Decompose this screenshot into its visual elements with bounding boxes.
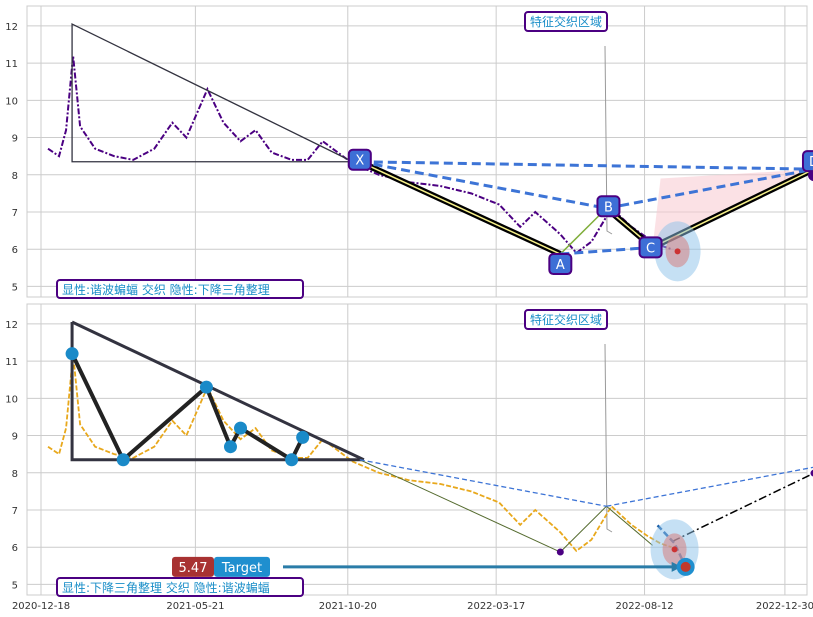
y-tick-label: 12 xyxy=(5,320,18,331)
y-tick-label: 9 xyxy=(12,134,18,145)
annotation-box xyxy=(524,11,608,32)
caption-box xyxy=(56,279,304,299)
panel-top: 5 6 7 8 9 10 11 12 显性:谐波蝙蝠 交织 隐性:下降三角整理 特征交织区域 xyxy=(5,5,808,299)
y-tick-label: 5 xyxy=(12,282,18,293)
annotation-text: 特征交织区域 xyxy=(530,14,602,29)
caption-text: 显性:下降三角整理 交织 隐性:谐波蝙蝠 xyxy=(62,580,270,595)
y-tick-label: 8 xyxy=(12,171,18,182)
price-line xyxy=(47,353,672,553)
annotation-leader xyxy=(604,343,613,533)
triangle-resistance xyxy=(71,320,365,462)
target-label-box xyxy=(214,556,270,577)
y-tick-label: 10 xyxy=(5,394,18,405)
x-tick-label: 2022-03-17 xyxy=(467,601,525,612)
price-line xyxy=(47,55,672,255)
triangle-support xyxy=(70,322,364,462)
target-label-text: Target xyxy=(221,561,262,576)
y-tick-label: 6 xyxy=(12,543,18,554)
pivot-dot xyxy=(234,421,248,435)
point-badge xyxy=(801,150,813,173)
point-badge xyxy=(638,236,663,259)
y-tick-label: 8 xyxy=(12,469,18,480)
pivot-dot xyxy=(65,347,79,361)
y-tick-label: 5 xyxy=(12,580,18,591)
point-d-dot xyxy=(810,469,813,477)
pivot-dot xyxy=(223,440,237,454)
annotation-box xyxy=(524,309,608,330)
point-badge xyxy=(548,253,573,276)
y-tick-label: 11 xyxy=(5,59,18,70)
y-tick-label: 7 xyxy=(12,506,18,517)
confluence-dot xyxy=(674,248,681,255)
pivot-dot xyxy=(285,453,299,467)
point-label: B xyxy=(604,200,613,215)
x-tick-label: 2021-10-20 xyxy=(319,601,377,612)
point-label: D xyxy=(809,155,813,170)
pivot-dot xyxy=(116,453,130,467)
pivot-dot xyxy=(296,430,310,444)
point-d-dot xyxy=(807,169,813,182)
y-tick-label: 9 xyxy=(12,432,18,443)
descending-triangle xyxy=(71,22,354,163)
caption-box xyxy=(56,577,304,597)
retracement-line xyxy=(606,466,813,507)
retracement-line xyxy=(359,459,607,507)
point-label: C xyxy=(646,241,655,256)
retracement-line xyxy=(560,245,653,256)
x-tick-label: 2020-12-18 xyxy=(12,601,70,612)
annotation-leader xyxy=(604,45,613,235)
pivot-dot xyxy=(199,380,213,394)
point-label: X xyxy=(355,154,364,169)
retracement-line xyxy=(359,160,813,171)
target-marker-core xyxy=(680,561,691,572)
y-tick-label: 11 xyxy=(5,357,18,368)
point-a-dot xyxy=(556,548,564,556)
target-value-text: 5.47 xyxy=(179,561,208,576)
x-tick-label: 2021-05-21 xyxy=(166,601,224,612)
x-tick-label: 2022-12-30 xyxy=(756,601,813,612)
pattern-skeleton xyxy=(359,459,653,553)
point-badge xyxy=(596,195,621,218)
y-tick-label: 7 xyxy=(12,208,18,219)
target-value-box xyxy=(172,556,214,577)
y-tick-label: 6 xyxy=(12,245,18,256)
x-tick-label: 2022-08-12 xyxy=(615,601,673,612)
confluence-dot xyxy=(671,546,678,553)
projection-line xyxy=(672,472,813,543)
caption-text: 显性:谐波蝙蝠 交织 隐性:下降三角整理 xyxy=(62,282,270,297)
bottom-overlays: 5.47 Target xyxy=(47,320,813,580)
point-badge xyxy=(347,148,372,171)
retracement-line xyxy=(606,167,813,210)
annotation-text: 特征交织区域 xyxy=(530,312,602,327)
top-overlays: X A B C D xyxy=(47,22,813,282)
y-tick-label: 12 xyxy=(5,22,18,33)
y-tick-label: 10 xyxy=(5,96,18,107)
point-label: A xyxy=(556,258,565,273)
pattern-leg-highlight xyxy=(359,161,561,255)
